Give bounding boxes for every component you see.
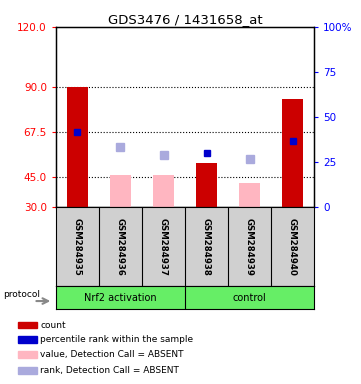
Text: GSM284938: GSM284938 [202,218,211,276]
Text: GSM284936: GSM284936 [116,218,125,276]
Text: value, Detection Call = ABSENT: value, Detection Call = ABSENT [40,350,184,359]
Bar [18,351,37,358]
Bar [18,367,37,374]
Bar [18,336,37,343]
Text: percentile rank within the sample: percentile rank within the sample [40,335,193,344]
Bar [196,163,217,207]
Text: GSM284935: GSM284935 [73,218,82,276]
Text: control: control [233,293,266,303]
Title: GDS3476 / 1431658_at: GDS3476 / 1431658_at [108,13,262,26]
Text: GSM284937: GSM284937 [159,218,168,276]
Bar [67,87,88,207]
Bar [282,99,303,207]
Text: rank, Detection Call = ABSENT: rank, Detection Call = ABSENT [40,366,179,375]
Bar [153,175,174,207]
Text: GSM284939: GSM284939 [245,218,254,276]
Bar [18,322,37,328]
Text: Nrf2 activation: Nrf2 activation [84,293,157,303]
Text: protocol: protocol [3,290,40,299]
Text: GSM284940: GSM284940 [288,218,297,276]
Bar [239,183,260,207]
Text: count: count [40,321,66,329]
Bar [110,175,131,207]
